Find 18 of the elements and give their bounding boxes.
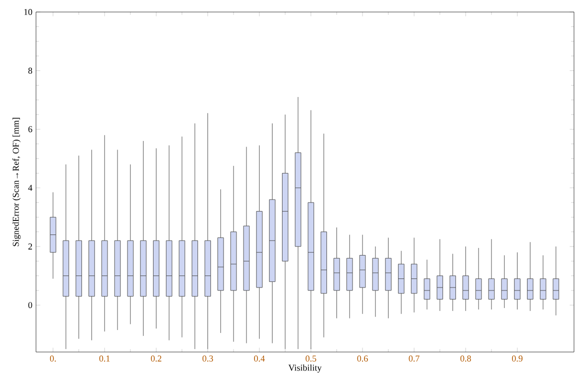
x-tick-label: 0.4 [254, 356, 265, 362]
x-tick-label: 0.1 [99, 356, 110, 362]
x-tick-label: 0.7 [408, 356, 420, 362]
x-tick-label: 0.2 [150, 356, 162, 362]
y-axis-title: SignedError (Scan→Ref, OF) [mm] [12, 118, 21, 246]
x-tick-label: 0.9 [512, 356, 522, 362]
y-tick-label: 10 [24, 8, 32, 16]
x-tick-label: 0.8 [460, 356, 471, 362]
x-tick-label: 0.6 [357, 356, 368, 362]
x-tick-label: 0.5 [306, 356, 316, 362]
x-axis-title: Visibility [288, 364, 322, 373]
x-tick-label: 0.3 [202, 356, 214, 362]
y-tick-label: 0 [28, 302, 32, 308]
x-tick-label: 0. [50, 356, 56, 362]
y-tick-label: 8 [28, 68, 32, 74]
y-tick-label: 2 [28, 244, 32, 250]
y-tick-label: 6 [28, 126, 32, 132]
y-tick-label: 4 [28, 184, 32, 191]
